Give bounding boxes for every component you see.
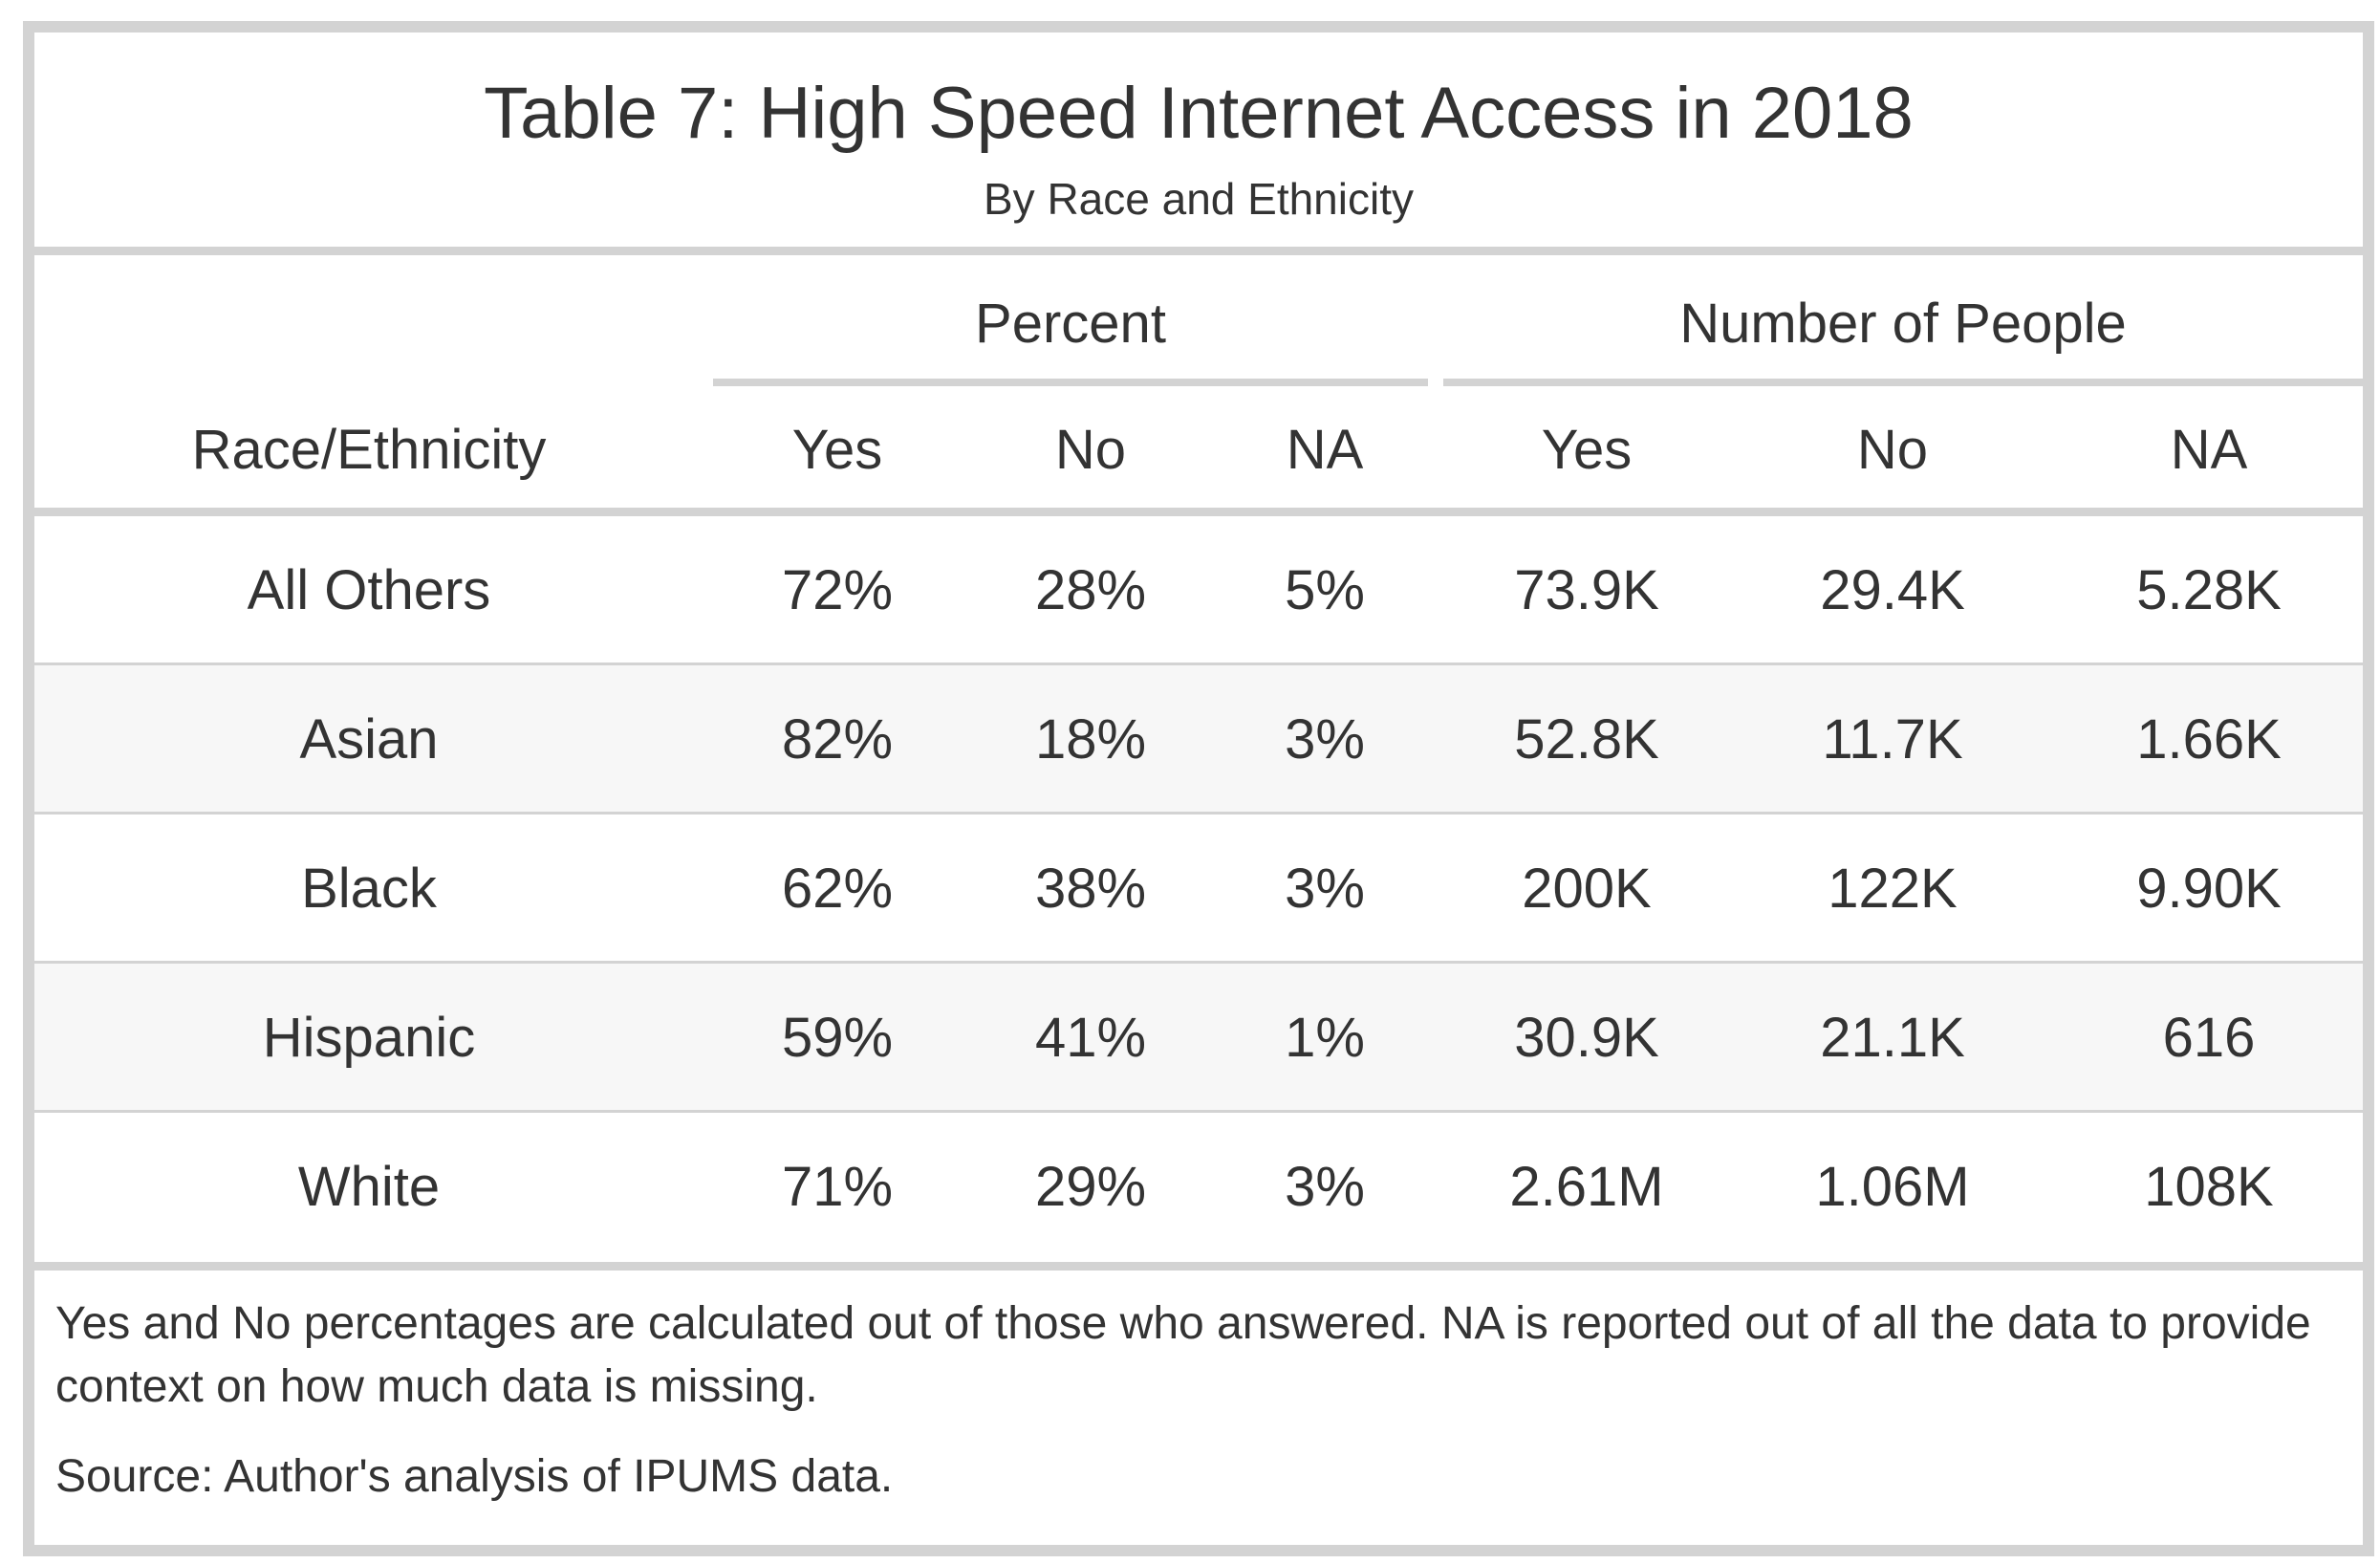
table-row: White 71% 29% 3% 2.61M 1.06M 108K [34, 1113, 2363, 1262]
table-row: Asian 82% 18% 3% 52.8K 11.7K 1.66K [34, 665, 2363, 815]
cell-number-no: 29.4K [1820, 559, 1965, 621]
spanner-percent-rule [713, 379, 1428, 386]
cell-percent-yes: 59% [781, 1007, 894, 1069]
cell-percent-no: 29% [1034, 1156, 1147, 1218]
table-footnote: Yes and No percentages are calculated ou… [55, 1298, 2311, 1412]
cell-number-yes: 73.9K [1514, 559, 1659, 621]
cell-number-yes: 2.61M [1509, 1156, 1664, 1218]
cell-percent-yes: 62% [781, 858, 894, 920]
table-row: Hispanic 59% 41% 1% 30.9K 21.1K 616 [34, 964, 2363, 1113]
column-header-number-no: No [1856, 419, 1929, 481]
cell-percent-yes: 82% [781, 708, 894, 771]
cell-number-na: 9.90K [2136, 858, 2282, 920]
table-row: All Others 72% 28% 5% 73.9K 29.4K 5.28K [34, 516, 2363, 665]
cell-number-na: 1.66K [2136, 708, 2282, 771]
column-header-number-na: NA [2170, 419, 2248, 481]
cell-percent-na: 3% [1285, 858, 1365, 920]
column-header-percent-yes: Yes [791, 419, 883, 481]
cell-percent-no: 41% [1034, 1007, 1147, 1069]
cell-percent-na: 3% [1285, 1156, 1365, 1218]
cell-race-ethnicity: White [297, 1156, 441, 1218]
cell-percent-no: 38% [1034, 858, 1147, 920]
table-source-note: Source: Author's analysis of IPUMS data. [55, 1451, 894, 1502]
cell-percent-na: 5% [1285, 559, 1365, 621]
table-row: Black 62% 38% 3% 200K 122K 9.90K [34, 815, 2363, 964]
column-header-percent-na: NA [1286, 419, 1364, 481]
cell-percent-yes: 72% [781, 559, 894, 621]
header-rule [34, 508, 2363, 516]
spanner-number-rule [1443, 379, 2363, 386]
cell-race-ethnicity: Hispanic [262, 1007, 476, 1069]
cell-number-no: 1.06M [1815, 1156, 1970, 1218]
cell-percent-na: 1% [1285, 1007, 1365, 1069]
cell-number-no: 21.1K [1820, 1007, 1965, 1069]
table-subtitle: By Race and Ethnicity [983, 174, 1414, 224]
table-body: All Others 72% 28% 5% 73.9K 29.4K 5.28K … [34, 516, 2363, 1262]
cell-number-na: 616 [2162, 1007, 2256, 1069]
cell-percent-no: 18% [1034, 708, 1147, 771]
footer-rule [34, 1262, 2363, 1271]
table-title: Table 7: High Speed Internet Access in 2… [484, 73, 1914, 154]
cell-race-ethnicity: Black [301, 858, 437, 920]
cell-percent-na: 3% [1285, 708, 1365, 771]
cell-number-no: 122K [1828, 858, 1958, 920]
cell-number-no: 11.7K [1822, 708, 1963, 771]
cell-number-yes: 30.9K [1514, 1007, 1659, 1069]
cell-number-yes: 200K [1522, 858, 1652, 920]
cell-percent-no: 28% [1034, 559, 1147, 621]
spanner-number-of-people: Number of People [1679, 293, 2127, 355]
column-header-percent-no: No [1054, 419, 1127, 481]
cell-number-na: 5.28K [2136, 559, 2282, 621]
column-header-number-yes: Yes [1541, 419, 1633, 481]
spanner-percent: Percent [975, 293, 1166, 355]
cell-race-ethnicity: Asian [299, 708, 439, 771]
table-heading: Table 7: High Speed Internet Access in 2… [34, 33, 2363, 255]
column-header-race-ethnicity: Race/Ethnicity [191, 419, 547, 481]
cell-percent-yes: 71% [781, 1156, 894, 1218]
cell-race-ethnicity: All Others [247, 559, 491, 621]
cell-number-yes: 52.8K [1514, 708, 1659, 771]
cell-number-na: 108K [2144, 1156, 2274, 1218]
table-frame: Table 7: High Speed Internet Access in 2… [23, 21, 2374, 1556]
